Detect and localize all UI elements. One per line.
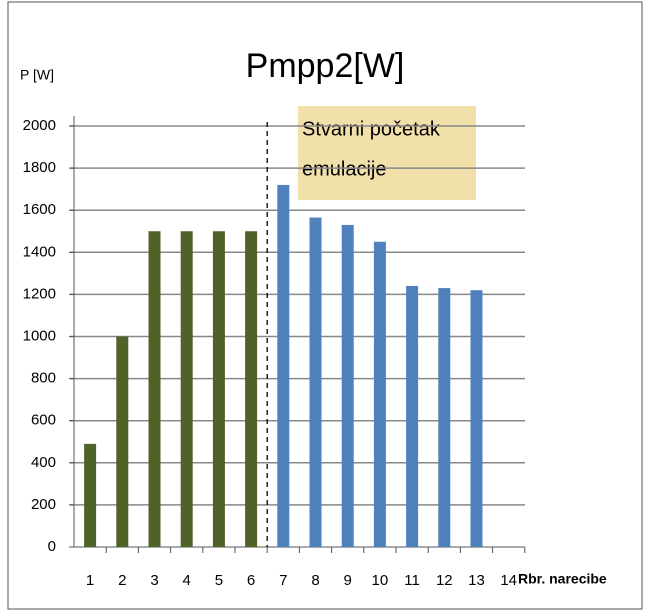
x-tick-label: 7	[279, 572, 287, 589]
y-tick-label: 800	[31, 370, 56, 387]
bar	[373, 241, 386, 547]
x-axis-label: Rbr. narecibe	[518, 571, 607, 587]
x-tick-label: 1	[86, 572, 94, 589]
x-tick-label: 5	[215, 572, 223, 589]
y-tick-label: 400	[31, 454, 56, 471]
x-tick-label: 4	[183, 572, 191, 589]
x-tick-label: 14	[500, 572, 517, 589]
bar	[212, 231, 225, 547]
bar	[148, 231, 161, 547]
bar	[406, 285, 419, 547]
bar	[438, 288, 451, 547]
y-tick-label: 1800	[23, 159, 56, 176]
bar	[245, 231, 258, 547]
annotation: emulacije	[302, 158, 386, 180]
y-tick-label: 200	[31, 496, 56, 513]
x-tick-label: 11	[404, 572, 420, 589]
y-tick-label: 2000	[23, 117, 56, 134]
annotation: Stvarni početak	[302, 118, 441, 140]
x-tick-label: 3	[150, 572, 158, 589]
y-tick-label: 0	[48, 538, 56, 555]
y-tick-label: 600	[31, 412, 56, 429]
y-tick-label: 1000	[23, 327, 56, 344]
bar	[116, 336, 129, 547]
y-tick-label: 1400	[23, 243, 56, 260]
bar	[470, 290, 483, 547]
y-tick-label: 1600	[23, 201, 56, 218]
x-tick-label: 2	[118, 572, 126, 589]
y-axis-label: P [W]	[20, 67, 54, 83]
x-tick-label: 10	[372, 572, 389, 589]
annotation-box	[298, 106, 476, 200]
bar	[180, 231, 193, 547]
bar	[341, 224, 354, 547]
bar	[309, 217, 322, 547]
bar	[84, 443, 97, 547]
x-tick-label: 6	[247, 572, 255, 589]
x-tick-label: 12	[436, 572, 453, 589]
x-tick-label: 8	[311, 572, 319, 589]
bar	[277, 184, 290, 547]
frame	[7, 1, 643, 610]
y-tick-label: 1200	[23, 285, 56, 302]
chart-title: Pmpp2[W]	[246, 47, 405, 85]
x-tick-label: 13	[468, 572, 485, 589]
x-tick-label: 9	[344, 572, 352, 589]
